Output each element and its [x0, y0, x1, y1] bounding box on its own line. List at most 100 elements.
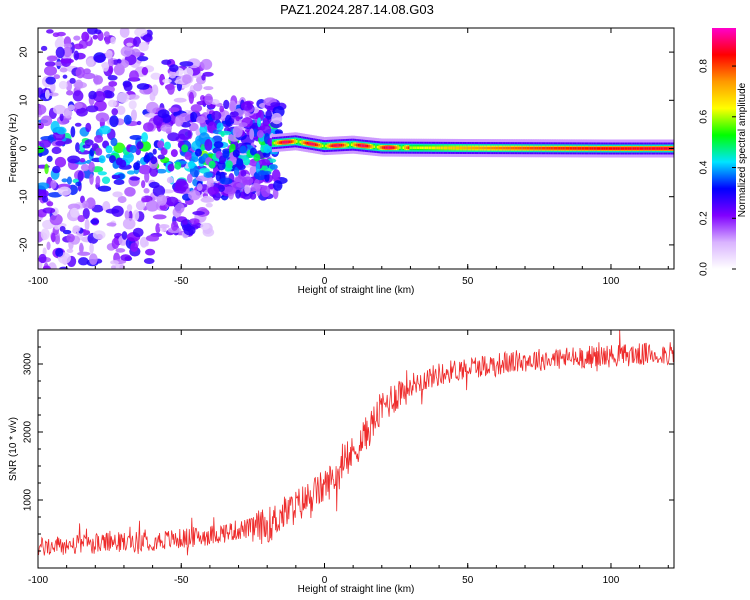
heatmap-cell — [461, 146, 464, 150]
heatmap-cell — [38, 182, 50, 190]
heatmap-cell — [88, 161, 95, 173]
heatmap-cell — [253, 153, 261, 162]
heatmap-cell — [97, 171, 108, 176]
heatmap-cell — [545, 146, 548, 150]
heatmap-cell — [97, 185, 112, 192]
heatmap-cell — [469, 146, 472, 150]
heatmap-cell — [73, 35, 81, 41]
heatmap-cell — [105, 208, 120, 214]
heatmap-cell — [66, 176, 72, 185]
heatmap-cell — [631, 147, 634, 150]
heatmap-cell — [62, 46, 73, 58]
heatmap-cell — [543, 146, 546, 150]
heatmap-cell — [388, 146, 392, 149]
heatmap-cell — [211, 110, 222, 121]
heatmap-cell — [407, 146, 410, 149]
heatmap-cell — [145, 248, 156, 256]
spectrogram-heatmap — [38, 28, 674, 269]
heatmap-cell — [179, 61, 194, 67]
heatmap-cell — [240, 169, 247, 177]
heatmap-cell — [85, 122, 92, 133]
heatmap-cell — [443, 146, 447, 150]
heatmap-cell — [141, 197, 151, 203]
heatmap-cell — [311, 142, 314, 146]
heatmap-cell — [426, 146, 429, 150]
heatmap-cell — [531, 146, 534, 150]
heatmap-cell — [540, 146, 543, 150]
y-tick-label: 1000 — [23, 488, 34, 511]
heatmap-cell — [232, 125, 243, 138]
heatmap-cell — [136, 120, 142, 126]
heatmap-cell — [108, 65, 114, 74]
heatmap-cell — [333, 144, 336, 147]
heatmap-cell — [287, 140, 290, 144]
heatmap-cell — [517, 146, 520, 150]
heatmap-cell — [589, 147, 593, 150]
heatmap-cell — [344, 143, 347, 147]
y-tick-label: 20 — [19, 46, 30, 58]
heatmap-cell — [160, 147, 168, 156]
heatmap-cell — [110, 265, 116, 269]
heatmap-cell — [54, 225, 60, 230]
heatmap-cell — [142, 34, 153, 42]
heatmap-cell — [38, 253, 47, 264]
heatmap-cell — [297, 140, 300, 144]
heatmap-cell — [600, 147, 603, 150]
heatmap-cell — [180, 121, 191, 128]
heatmap-cell — [385, 146, 388, 149]
heatmap-cell — [338, 144, 342, 147]
colorbar: 0.0 0.2 0.4 0.6 0.8 Normalized spectral ampl… — [699, 28, 748, 276]
heatmap-cell — [636, 147, 639, 150]
x-tick-label: -50 — [174, 575, 189, 586]
heatmap-cell — [235, 189, 242, 199]
heatmap-cell — [75, 181, 82, 187]
y-tick-label: 3000 — [23, 352, 34, 375]
heatmap-cell — [435, 146, 438, 150]
heatmap-cell — [46, 155, 53, 162]
heatmap-cell — [162, 78, 172, 84]
heatmap-cell — [168, 107, 180, 113]
heatmap-cell — [116, 92, 130, 103]
heatmap-cell — [155, 168, 167, 174]
colorbar-tick-label: 0.0 — [699, 262, 710, 276]
heatmap-cell — [50, 179, 57, 189]
x-tick-label: 50 — [462, 276, 474, 287]
heatmap-cell — [145, 234, 160, 242]
heatmap-cell — [271, 112, 283, 125]
heatmap-cell — [369, 145, 373, 148]
heatmap-cell — [130, 109, 137, 122]
heatmap-cell — [109, 115, 119, 128]
heatmap-cell — [121, 231, 128, 240]
heatmap-cell — [116, 105, 126, 116]
heatmap-cell — [454, 146, 457, 150]
heatmap-cell — [450, 146, 453, 150]
heatmap-cell — [141, 66, 149, 76]
heatmap-cell — [152, 214, 167, 220]
colorbar-tick-label: 0.4 — [699, 160, 710, 174]
heatmap-cell — [39, 190, 49, 198]
heatmap-cell — [323, 144, 326, 148]
heatmap-cell — [135, 200, 146, 211]
heatmap-cell — [617, 147, 620, 150]
heatmap-cell — [308, 142, 311, 145]
heatmap-cell — [387, 146, 390, 149]
heatmap-cell — [50, 232, 56, 243]
heatmap-cell — [126, 170, 136, 175]
heatmap-cell — [546, 146, 550, 150]
heatmap-cell — [78, 257, 89, 266]
heatmap-cell — [213, 141, 224, 149]
heatmap-cell — [347, 143, 350, 147]
heatmap-cell — [67, 203, 81, 211]
snr-y-axis-label: SNR (10 * v/v) — [8, 417, 19, 481]
heatmap-cell — [193, 82, 203, 92]
heatmap-cell — [627, 147, 630, 150]
heatmap-cell — [110, 260, 120, 265]
heatmap-cell — [66, 248, 74, 253]
heatmap-cell — [141, 180, 146, 189]
heatmap-cell — [188, 190, 201, 201]
heatmap-cell — [107, 75, 118, 81]
heatmap-cell — [150, 156, 158, 165]
heatmap-cell — [72, 90, 84, 102]
heatmap-cell — [132, 227, 144, 238]
